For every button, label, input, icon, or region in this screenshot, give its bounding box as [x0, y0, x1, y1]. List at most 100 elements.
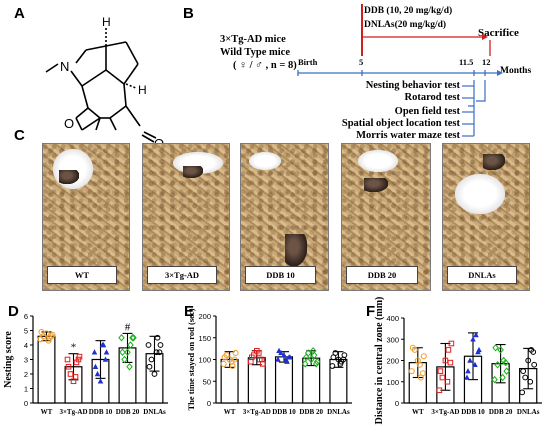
data-point	[118, 333, 125, 342]
data-point	[129, 333, 136, 342]
photo-caption: DDB 10	[245, 266, 316, 284]
x-tick-label: WT	[412, 408, 424, 416]
data-point	[103, 349, 110, 355]
data-point	[465, 368, 471, 374]
data-point	[337, 360, 344, 367]
data-point	[38, 328, 45, 336]
data-point	[448, 340, 455, 347]
data-point	[92, 363, 99, 369]
data-point	[119, 348, 126, 357]
mouse	[183, 166, 203, 178]
panel-label-a: A	[14, 5, 25, 22]
data-point	[408, 368, 415, 375]
data-point	[45, 337, 52, 344]
data-point	[473, 332, 479, 338]
mouse	[364, 178, 388, 192]
data-point	[127, 341, 134, 349]
data-point	[99, 342, 106, 348]
panel-label-d: D	[8, 303, 19, 320]
bar	[274, 356, 294, 404]
data-point	[151, 371, 158, 377]
y-tick-label: 2	[24, 370, 28, 379]
data-point	[102, 356, 109, 362]
data-point	[313, 357, 321, 366]
data-point	[502, 358, 509, 367]
cage-photo: DNLAs	[442, 143, 530, 291]
data-point	[444, 378, 451, 385]
data-point	[65, 363, 72, 370]
data-point	[494, 360, 501, 369]
data-point	[409, 344, 416, 351]
data-point	[472, 361, 478, 367]
data-point	[97, 378, 104, 384]
y-axis-label: The time stayed on rod (sec)	[186, 308, 196, 410]
behavior-test-5: Morris water maze test	[356, 130, 460, 141]
data-point	[146, 363, 153, 370]
data-point	[330, 354, 337, 361]
y-tick-label: 200	[386, 357, 399, 366]
nest-bedding	[358, 150, 398, 172]
data-point	[249, 354, 255, 361]
photo-caption: 3×Tg-AD	[147, 266, 217, 284]
data-point	[130, 333, 137, 342]
data-point	[94, 371, 101, 377]
y-tick-label: 50	[203, 377, 211, 386]
data-point	[439, 374, 446, 381]
y-tick-label: 3	[24, 356, 28, 365]
data-point	[259, 356, 265, 363]
panel-label-f: F	[366, 303, 376, 320]
timeline-month-12: 12	[482, 57, 491, 67]
data-point	[126, 362, 133, 371]
data-point	[91, 349, 98, 355]
y-tick-label: 100	[386, 378, 399, 387]
data-point	[499, 373, 506, 382]
data-point	[527, 378, 534, 385]
data-point	[67, 371, 74, 377]
data-point	[416, 361, 423, 368]
data-point	[275, 356, 281, 362]
data-point	[231, 356, 238, 363]
panel-label-b: B	[183, 5, 194, 22]
atom-h-top: H	[102, 15, 111, 29]
y-tick-label: 200	[198, 312, 211, 321]
cage-photo: DDB 20	[341, 143, 431, 291]
photo-caption: WT	[47, 266, 117, 284]
nest-bedding	[249, 152, 281, 170]
data-point	[447, 359, 454, 366]
timeline-drug-1: DDB (10, 20 mg/kg/d)	[364, 6, 453, 16]
y-tick-label: 0	[207, 399, 211, 408]
data-point	[470, 336, 476, 342]
x-tick-label: 3×Tg-AD	[243, 408, 271, 416]
data-point	[531, 361, 538, 368]
x-tick-label: WT	[41, 408, 53, 416]
significance-mark: #	[125, 321, 131, 333]
data-point	[232, 349, 239, 357]
behavior-test-4: Spatial object location test	[341, 118, 460, 129]
y-tick-label: 0	[395, 399, 399, 408]
behavior-test-1: Nesting behavior test	[365, 80, 460, 91]
data-point	[221, 354, 228, 361]
data-point	[467, 357, 473, 363]
x-tick-label: DDB 20	[116, 408, 140, 416]
mouse	[59, 170, 79, 184]
data-point	[283, 356, 289, 362]
y-axis-label: Nesting score	[3, 331, 14, 388]
timeline-sex: ( ♀ / ♂ , n = 8)	[233, 60, 297, 71]
data-point	[419, 370, 426, 377]
data-point	[436, 387, 443, 394]
x-tick-label: DNLAs	[327, 408, 350, 416]
data-point	[437, 368, 444, 374]
y-tick-label: 100	[198, 356, 211, 365]
bar	[37, 335, 56, 404]
data-point	[286, 354, 292, 360]
data-point	[124, 348, 131, 357]
data-point	[145, 342, 152, 348]
data-point	[519, 389, 526, 396]
data-point	[445, 347, 452, 353]
y-tick-label: 6	[24, 312, 28, 321]
data-point	[281, 352, 287, 358]
timeline-graphic	[297, 4, 503, 137]
data-point	[302, 353, 310, 362]
data-point	[153, 349, 160, 356]
x-tick-label: 3×Tg-AD	[431, 408, 459, 416]
